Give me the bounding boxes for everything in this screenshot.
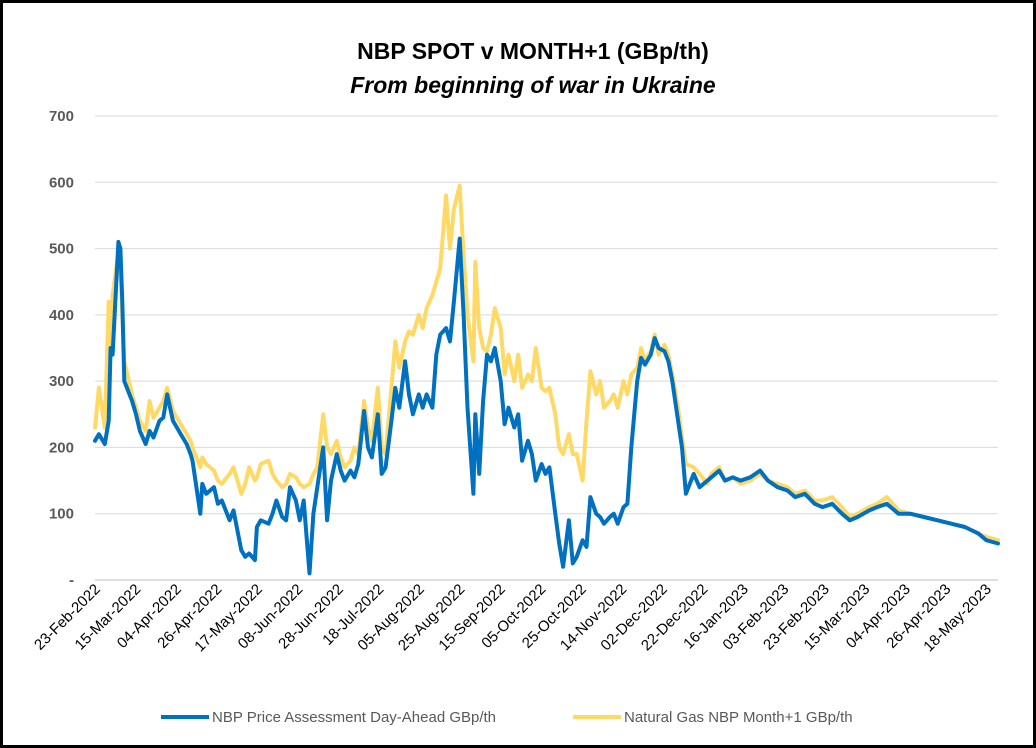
- y-tick-label: 200: [49, 439, 74, 456]
- legend-label-month-ahead: Natural Gas NBP Month+1 GBp/th: [624, 709, 853, 726]
- series-lines: [93, 183, 1000, 576]
- y-tick-label: 500: [49, 241, 74, 258]
- y-tick-label: 400: [49, 307, 74, 324]
- series-line-spot: [93, 236, 1000, 576]
- chart-title: NBP SPOT v MONTH+1 (GBp/th): [357, 38, 709, 64]
- legend-label-spot: NBP Price Assessment Day-Ahead GBp/th: [212, 709, 496, 726]
- chart-subtitle: From beginning of war in Ukraine: [350, 72, 716, 98]
- series-line-month-ahead: [93, 183, 1000, 543]
- gridlines: [95, 115, 998, 581]
- legend: NBP Price Assessment Day-Ahead GBp/th Na…: [161, 709, 853, 726]
- y-tick-label: 600: [49, 174, 74, 191]
- y-tick-label: 100: [49, 506, 74, 523]
- line-chart: NBP SPOT v MONTH+1 (GBp/th) From beginni…: [31, 38, 1000, 726]
- y-tick-label: 300: [49, 373, 74, 390]
- x-axis-ticks: 23-Feb-202215-Mar-202204-Apr-202226-Apr-…: [31, 581, 995, 656]
- y-tick-label: -: [69, 572, 74, 589]
- y-tick-label: 700: [49, 108, 74, 125]
- y-axis-ticks: - 100 200 300 400 500 600 700: [49, 108, 74, 589]
